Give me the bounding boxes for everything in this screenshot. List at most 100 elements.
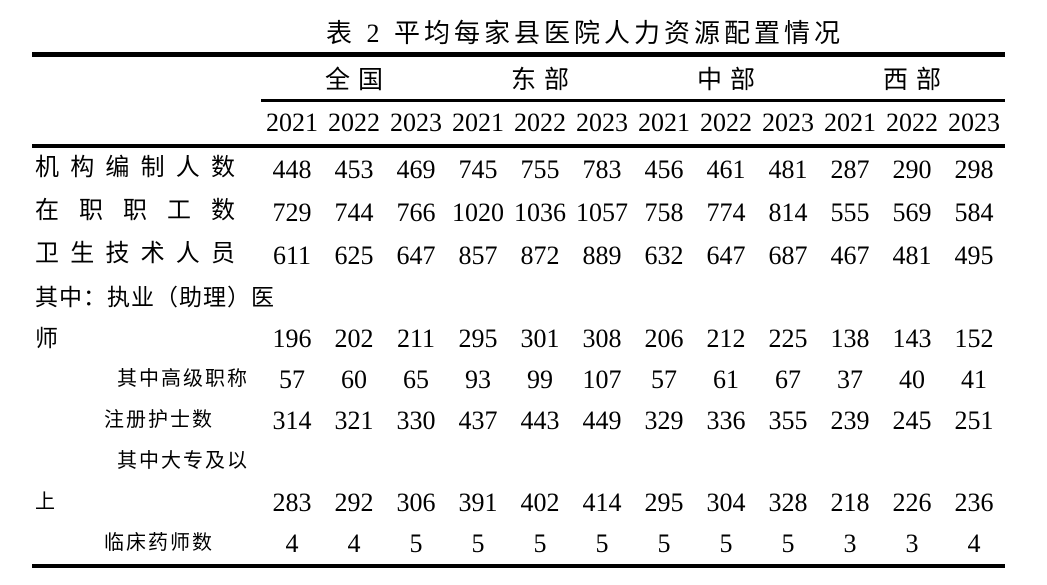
- value-cell: 391: [458, 487, 498, 517]
- value-cell: 328: [768, 487, 808, 517]
- row-label-line: 临床药师数: [104, 531, 214, 554]
- value-cell: 314: [272, 405, 312, 435]
- value-cell: 152: [954, 323, 994, 353]
- row-label-line: 其中大专及以: [117, 449, 249, 472]
- data-table: 全国 东部 中部 西部 2021 2022 2023 2021 2022 2023 2021 2022…: [32, 52, 1005, 568]
- value-cell: 301: [520, 323, 560, 353]
- year-column-header: 2023: [571, 100, 633, 148]
- value-cell: 744: [334, 197, 374, 227]
- row-label: 卫生技术人员: [35, 240, 235, 267]
- year-column-header: 2023: [385, 100, 447, 148]
- row-label-cell: 临床药师数: [32, 523, 261, 566]
- value-cell: 755: [520, 154, 560, 184]
- value-cell: 1036: [514, 197, 566, 227]
- value-cell: 469: [396, 154, 436, 184]
- value-cell: 41: [961, 364, 987, 394]
- value-cell: 61: [713, 364, 739, 394]
- value-cell: 251: [954, 405, 994, 435]
- year-column-header: 2023: [757, 100, 819, 148]
- row-label-cell: 注册护士数: [32, 400, 261, 441]
- value-cell: 226: [892, 487, 932, 517]
- value-cell: 236: [954, 487, 994, 517]
- value-cell: 57: [651, 364, 677, 394]
- row-label-line: 师: [35, 325, 59, 351]
- year-column-header: 2022: [695, 100, 757, 148]
- value-cell: 107: [582, 364, 622, 394]
- value-cell: 306: [396, 487, 436, 517]
- value-cell: 290: [892, 154, 932, 184]
- value-cell: 3: [843, 528, 857, 558]
- value-cell: 872: [520, 240, 560, 270]
- value-cell: 57: [279, 364, 305, 394]
- value-cell: 329: [644, 405, 684, 435]
- column-group-header: 全国: [261, 54, 447, 102]
- value-cell: 402: [520, 487, 560, 517]
- row-label-cell: 其中高级职称: [32, 359, 261, 400]
- value-cell: 481: [892, 240, 932, 270]
- value-cell: 40: [899, 364, 925, 394]
- value-cell: 5: [471, 528, 485, 558]
- value-cell: 295: [644, 487, 684, 517]
- value-cell: 304: [706, 487, 746, 517]
- header-corner-cell: [32, 54, 261, 148]
- value-cell: 495: [954, 240, 994, 270]
- table-row: 注册护士数 314 321 330 437 443 449 329 336 355 239 245 25…: [32, 400, 1005, 441]
- value-cell: 461: [706, 154, 746, 184]
- value-cell: 298: [954, 154, 994, 184]
- value-cell: 212: [706, 323, 746, 353]
- value-cell: 99: [527, 364, 553, 394]
- value-cell: 625: [334, 240, 374, 270]
- value-cell: 283: [272, 487, 312, 517]
- table-body: 机构编制人数 448 453 469 745 755 783 456 461 481 287 290 2…: [32, 146, 1005, 566]
- value-cell: 321: [334, 405, 374, 435]
- value-cell: 295: [458, 323, 498, 353]
- table-title: 表 2 平均每家县医院人力资源配置情况: [325, 19, 844, 48]
- year-column-header: 2021: [819, 100, 881, 148]
- value-cell: 5: [657, 528, 671, 558]
- value-cell: 448: [272, 154, 312, 184]
- table-row: 在职职工数 729 744 766 1020 1036 1057 758 774 814 555 56…: [32, 191, 1005, 234]
- row-label-line: 其中高级职称: [117, 367, 249, 390]
- value-cell: 729: [272, 197, 312, 227]
- value-cell: 5: [533, 528, 547, 558]
- value-cell: 5: [409, 528, 423, 558]
- header-group-row: 全国 东部 中部 西部: [32, 54, 1005, 148]
- table-row: 卫生技术人员 611 625 647 857 872 889 632 647 687 467 481 4…: [32, 234, 1005, 277]
- value-cell: 308: [582, 323, 622, 353]
- value-cell: 687: [768, 240, 808, 270]
- year-column-header: 2021: [447, 100, 509, 148]
- year-column-header: 2022: [509, 100, 571, 148]
- value-cell: 138: [830, 323, 870, 353]
- value-cell: 292: [334, 487, 374, 517]
- row-label-cell: 其中大专及以上: [32, 441, 261, 523]
- value-cell: 414: [582, 487, 622, 517]
- year-column-header: 2023: [943, 100, 1005, 148]
- table-row: 机构编制人数 448 453 469 745 755 783 456 461 481 287 290 2…: [32, 146, 1005, 191]
- value-cell: 3: [905, 528, 919, 558]
- value-cell: 5: [595, 528, 609, 558]
- value-cell: 449: [582, 405, 622, 435]
- value-cell: 766: [396, 197, 436, 227]
- value-cell: 211: [396, 323, 436, 353]
- value-cell: 330: [396, 405, 436, 435]
- value-cell: 456: [644, 154, 684, 184]
- value-cell: 584: [954, 197, 994, 227]
- table-row: 其中大专及以上 283 292 306 391 402 414 295 304 328 218 226…: [32, 441, 1005, 523]
- value-cell: 1057: [576, 197, 628, 227]
- value-cell: 481: [768, 154, 808, 184]
- value-cell: 569: [892, 197, 932, 227]
- value-cell: 143: [892, 323, 932, 353]
- value-cell: 245: [892, 405, 932, 435]
- value-cell: 60: [341, 364, 367, 394]
- value-cell: 206: [644, 323, 684, 353]
- value-cell: 632: [644, 240, 684, 270]
- value-cell: 196: [272, 323, 312, 353]
- value-cell: 555: [830, 197, 870, 227]
- value-cell: 453: [334, 154, 374, 184]
- value-cell: 93: [465, 364, 491, 394]
- value-cell: 745: [458, 154, 498, 184]
- value-cell: 814: [768, 197, 808, 227]
- row-label-cell: 其中：执业（助理）医师: [32, 277, 274, 359]
- value-cell: 225: [768, 323, 808, 353]
